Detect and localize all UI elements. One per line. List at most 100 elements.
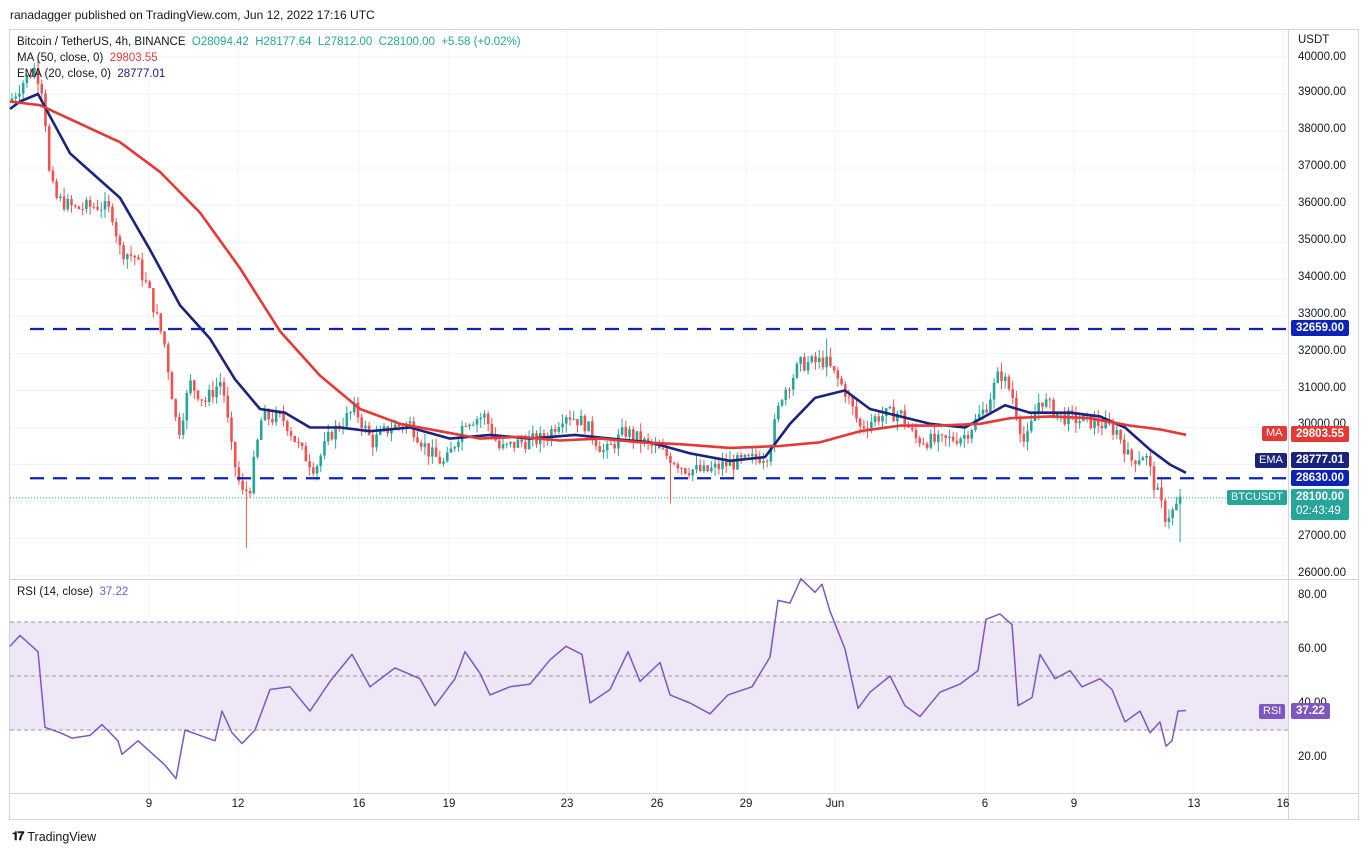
candle-body <box>576 419 579 426</box>
candle-body <box>806 362 810 371</box>
candle-body <box>631 429 635 440</box>
candle-body <box>178 417 181 435</box>
ema-legend[interactable]: EMA (20, close, 0) 28777.01 <box>17 68 165 80</box>
candle-body <box>1134 460 1137 465</box>
candle-body <box>66 198 70 210</box>
date-tick: 16 <box>1276 798 1290 810</box>
candle-body <box>70 198 73 206</box>
candle-body <box>501 444 505 449</box>
candle-body <box>289 431 293 436</box>
candle-body <box>512 441 516 448</box>
date-tick: 26 <box>650 798 664 810</box>
candle-body <box>1070 410 1074 413</box>
candle-body <box>695 465 698 470</box>
change-value: +5.58 (+0.02%) <box>441 36 521 48</box>
candle-body <box>620 427 624 435</box>
candle-body <box>564 417 568 424</box>
candle-body <box>419 442 423 447</box>
candle-body <box>925 443 929 448</box>
candle-body <box>728 460 732 466</box>
candle-body <box>107 200 111 207</box>
rsi-legend[interactable]: RSI (14, close) 37.22 <box>17 586 128 598</box>
symbol-legend: Bitcoin / TetherUS, 4h, BINANCE O28094.4… <box>17 36 521 48</box>
candle-body <box>133 255 137 258</box>
candle-body <box>21 83 25 94</box>
candle-body <box>1044 399 1048 407</box>
candle-body <box>1026 431 1029 442</box>
candle-body <box>285 421 289 432</box>
candle-body <box>88 200 92 207</box>
candle-body <box>490 423 494 436</box>
candle-body <box>196 390 200 400</box>
tradingview-logo-icon: 𝟏𝟕 <box>12 829 24 843</box>
low-value: L27812.00 <box>317 36 373 48</box>
candle-body <box>788 389 791 391</box>
candle-body <box>29 74 32 78</box>
candle-body <box>698 465 702 472</box>
candle-body <box>1048 399 1052 401</box>
high-value: H28177.64 <box>255 36 312 48</box>
candle-body <box>230 417 233 442</box>
rsi-tick: 60.00 <box>1298 643 1327 655</box>
date-tick: 29 <box>739 798 753 810</box>
candle-body <box>468 424 471 427</box>
candle-body <box>92 206 96 208</box>
candle-body <box>152 288 155 313</box>
candle-body <box>598 446 602 453</box>
rsi-legend-value: 37.22 <box>99 586 129 598</box>
candle-body <box>62 196 66 210</box>
candle-body <box>10 98 14 102</box>
candle-body <box>910 427 914 430</box>
candle-body <box>118 236 122 246</box>
candle-body <box>750 453 754 456</box>
chart-border <box>9 29 1359 820</box>
candle-body <box>460 425 464 442</box>
candle-body <box>795 363 799 378</box>
candle-body <box>940 434 944 436</box>
candle-body <box>449 448 453 453</box>
candle-body <box>397 424 401 427</box>
candle-body <box>245 489 248 492</box>
candle-body <box>137 257 140 260</box>
candle-body <box>248 491 252 494</box>
candle-body <box>680 468 683 470</box>
candle-body <box>639 431 642 444</box>
candle-body <box>293 435 297 442</box>
candle-body <box>989 399 992 413</box>
candle-body <box>520 439 523 443</box>
candle-body <box>1156 487 1160 490</box>
price-tick: 26000.00 <box>1298 567 1346 579</box>
candle-body <box>739 455 743 458</box>
candle-body <box>1037 402 1041 414</box>
brand-footer[interactable]: 𝟏𝟕 TradingView <box>12 829 96 844</box>
price-tick: 38000.00 <box>1298 123 1346 135</box>
candle-body <box>717 463 721 470</box>
candle-body <box>736 455 739 470</box>
ma-legend[interactable]: MA (50, close, 0) 29803.55 <box>17 52 158 64</box>
candle-body <box>189 380 192 393</box>
candle-body <box>591 421 594 439</box>
candle-body <box>635 431 639 440</box>
candle-body <box>211 389 215 398</box>
candle-body <box>304 446 308 462</box>
candle-body <box>192 380 196 391</box>
candle-body <box>140 259 144 281</box>
candle-body <box>858 418 862 427</box>
candle-body <box>613 444 616 449</box>
candle-body <box>1018 417 1022 435</box>
candle-body <box>881 416 884 422</box>
candle-body <box>256 439 259 457</box>
candle-body <box>323 441 326 456</box>
candle-body <box>1104 419 1107 429</box>
candle-body <box>821 357 825 368</box>
candle-body <box>1063 413 1067 425</box>
candle-body <box>1096 418 1100 426</box>
candle-body <box>602 450 605 453</box>
price-tick: 36000.00 <box>1298 197 1346 209</box>
candle-body <box>724 461 728 466</box>
candle-body <box>219 382 222 387</box>
rsi-legend-label: RSI (14, close) <box>17 586 94 598</box>
candle-body <box>966 434 970 439</box>
candle-body <box>784 389 788 400</box>
